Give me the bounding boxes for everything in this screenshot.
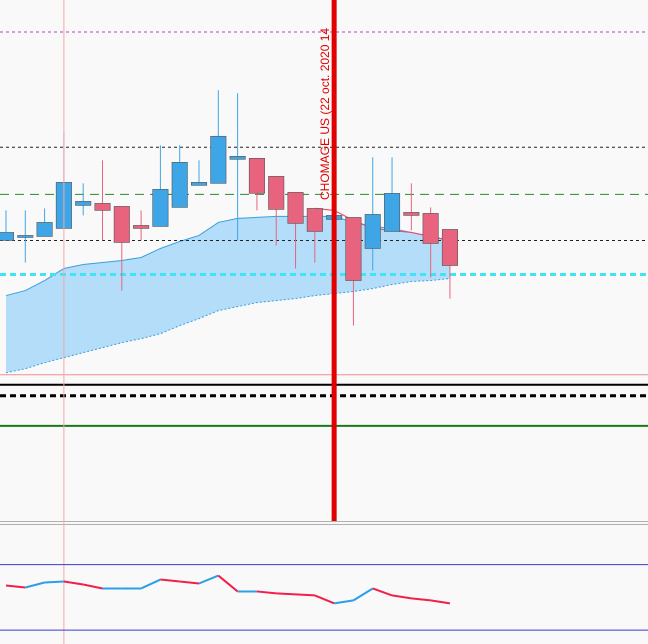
candle-body xyxy=(248,158,265,194)
indicator-segment xyxy=(217,574,239,593)
indicator-segment xyxy=(276,592,296,596)
candle-body xyxy=(171,162,188,208)
candle-body xyxy=(210,135,227,184)
event-label: CHOMAGE US (22 oct. 2020 14 xyxy=(318,28,332,200)
candle-body xyxy=(17,235,34,238)
candle-body xyxy=(133,225,150,229)
indicator-segment xyxy=(314,594,335,605)
candle-body xyxy=(345,217,362,281)
candle-body xyxy=(152,189,169,227)
indicator-segment xyxy=(82,583,103,590)
indicator-segment xyxy=(411,597,431,602)
indicator-segment xyxy=(63,580,84,586)
indicator-segment xyxy=(179,580,200,585)
cloud-fill xyxy=(5,216,450,373)
indicator-panel xyxy=(0,524,648,644)
indicator-segment xyxy=(25,581,45,589)
candle-body xyxy=(229,156,246,160)
indicator-segment xyxy=(256,590,277,595)
indicator-segment xyxy=(198,574,219,585)
indicator-segment xyxy=(391,594,412,600)
indicator-segment xyxy=(352,587,374,602)
cloud-lower xyxy=(5,278,451,374)
candle-body xyxy=(113,206,130,243)
candle-body xyxy=(287,192,304,224)
candle-body xyxy=(190,182,208,186)
indicator-segment xyxy=(333,599,354,605)
candle-body xyxy=(36,222,53,237)
indicator-segment xyxy=(160,578,180,583)
candle-body xyxy=(364,214,381,249)
candle-body xyxy=(94,203,111,211)
candle-body xyxy=(268,176,285,210)
indicator-segment xyxy=(140,578,161,590)
candle-body xyxy=(422,213,439,244)
candle-body xyxy=(384,193,401,232)
candle-body xyxy=(306,208,323,232)
indicator-segment xyxy=(44,580,64,584)
candle-body xyxy=(75,201,92,206)
candle-body xyxy=(441,229,458,266)
indicator-segment xyxy=(295,593,315,597)
indicator-segment xyxy=(372,587,393,597)
indicator-segment xyxy=(430,599,451,605)
candle-body xyxy=(0,232,15,241)
candle-body xyxy=(403,212,420,216)
indicator-segment xyxy=(5,584,26,589)
